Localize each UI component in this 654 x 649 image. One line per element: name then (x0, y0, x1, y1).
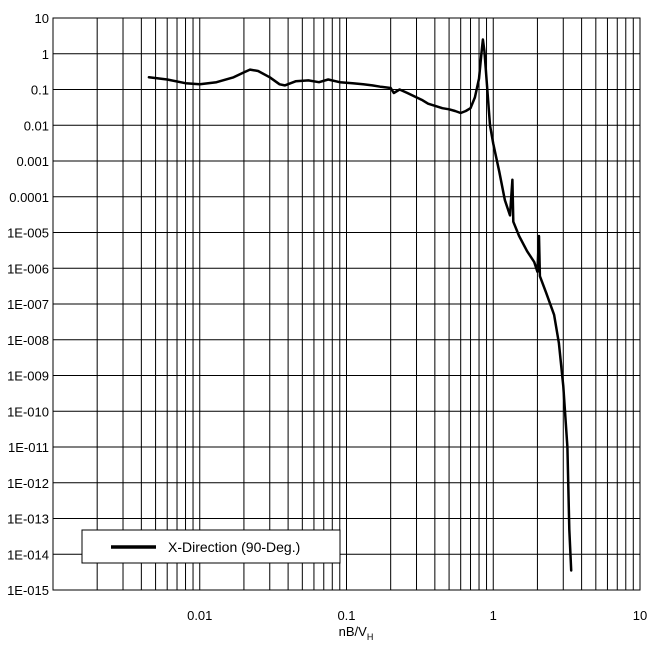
x-axis-title: nB/VH (339, 624, 374, 642)
y-tick-label: 1E-013 (7, 512, 49, 527)
y-tick-label: 1E-005 (7, 226, 49, 241)
gridlines (52, 17, 640, 591)
y-tick-label: 1E-012 (7, 476, 49, 491)
y-tick-label: 10 (35, 11, 49, 26)
series-group (147, 38, 573, 572)
legend: X-Direction (90-Deg.) (81, 529, 341, 564)
series-line (147, 38, 573, 572)
x-tick-label: 0.01 (187, 608, 212, 623)
y-tick-label: 1E-011 (8, 440, 49, 455)
y-tick-label: 1 (42, 47, 49, 62)
y-tick-label: 1E-006 (7, 261, 49, 276)
plot-area-border (52, 17, 641, 591)
y-tick-label: 1E-009 (7, 369, 49, 384)
legend-label: X-Direction (90-Deg.) (168, 539, 300, 555)
y-tick-label: 0.0001 (9, 190, 49, 205)
x-tick-label: 0.1 (337, 608, 355, 623)
y-tick-label: 1E-014 (7, 547, 49, 562)
y-axis-tick-labels: 10 1 0.1 0.01 0.001 0.0001 1E-005 1E-006 1E-007 1… (7, 11, 49, 598)
x-tick-label: 10 (633, 608, 647, 623)
y-tick-label: 1E-010 (7, 404, 49, 419)
x-axis-tick-labels: 0.01 0.1 1 10 (187, 608, 647, 623)
y-tick-label: 1E-008 (7, 333, 49, 348)
y-tick-label: 0.1 (31, 83, 49, 98)
y-tick-label: 1E-007 (7, 297, 49, 312)
y-tick-label: 0.01 (24, 118, 49, 133)
x-tick-label: 1 (490, 608, 497, 623)
y-tick-label: 1E-015 (7, 583, 49, 598)
y-tick-label: 0.001 (16, 154, 49, 169)
